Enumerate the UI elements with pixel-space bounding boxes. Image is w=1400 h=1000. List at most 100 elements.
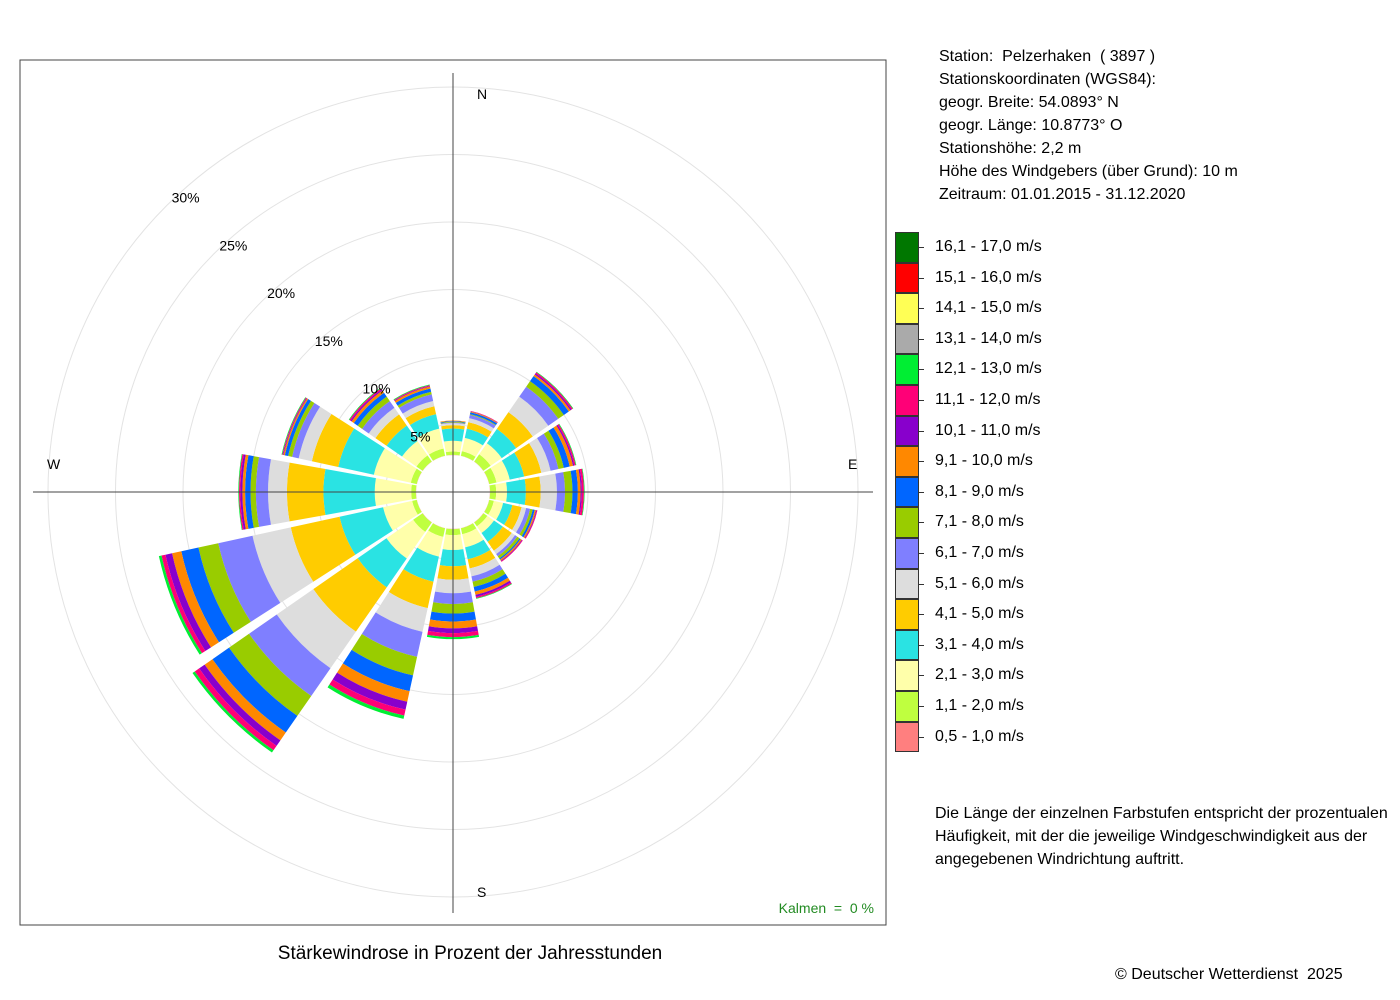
station-latitude: geogr. Breite: 54.0893° N <box>939 94 1119 111</box>
legend-swatch <box>895 568 919 600</box>
wedge-wsw-class-8 <box>198 543 251 633</box>
wedge-wnw-class-3 <box>373 448 417 483</box>
wedge-w-class-10 <box>242 454 249 530</box>
legend-label: 0,5 - 1,0 m/s <box>935 727 1024 745</box>
wedge-s-class-13 <box>426 634 480 640</box>
wedge-ne-class-10 <box>533 374 571 412</box>
wedge-ese-class-9 <box>521 509 535 538</box>
legend-swatch <box>895 476 919 508</box>
wedge-se-class-3 <box>476 515 495 534</box>
wedge-ne-class-2 <box>474 454 491 471</box>
station-info: Station: Pelzerhaken ( 3897 ) Stationsko… <box>939 45 1238 206</box>
wedge-n-class-8 <box>440 421 466 424</box>
wedge-ene-class-8 <box>543 430 564 469</box>
legend-label: 15,1 - 16,0 m/s <box>935 268 1042 286</box>
wedge-ene-class-2 <box>484 467 497 485</box>
compass-s-label: S <box>477 884 486 900</box>
wedge-ene-class-12 <box>557 424 576 466</box>
wind-rose-chart: 5% 10% 15% 20% 25% 30% N E S W Kalmen = 0 % <box>19 59 887 926</box>
wedge-wnw-class-8 <box>288 400 315 457</box>
wedge-wnw-class-2 <box>410 468 422 485</box>
wedge-nne-class-9 <box>469 412 498 425</box>
wedge-sse-class-11 <box>475 580 511 597</box>
legend-label: 13,1 - 14,0 m/s <box>935 329 1042 347</box>
legend-swatch <box>895 599 919 630</box>
wedge-ese-class-6 <box>512 506 527 533</box>
wedge-sw-class-2 <box>413 513 432 532</box>
legend-tick <box>919 675 924 677</box>
wedge-ssw-class-3 <box>417 530 444 557</box>
wedge-ssw-class-6 <box>375 591 428 632</box>
wedge-nnw-class-3 <box>417 428 444 455</box>
legend-tick <box>919 491 924 493</box>
wedge-ssw-class-10 <box>337 663 410 702</box>
wedge-nne-class-8 <box>469 414 497 426</box>
wedge-ne-class-3 <box>479 443 502 466</box>
wedge-ssw-class-4 <box>403 547 439 582</box>
legend-label: 9,1 - 10,0 m/s <box>935 452 1033 470</box>
station-elevation: Stationshöhe: 2,2 m <box>939 140 1082 157</box>
wedge-sw-class-3 <box>386 519 426 559</box>
wedge-ene-class-6 <box>529 438 551 473</box>
wedge-sse-class-4 <box>465 539 491 560</box>
wedge-ssw-class-2 <box>428 523 446 537</box>
legend-tick <box>919 430 924 432</box>
wedge-sw-class-10 <box>204 659 286 741</box>
wedge-sw-class-9 <box>212 647 298 733</box>
legend-label: 6,1 - 7,0 m/s <box>935 543 1024 561</box>
wedge-w-class-12 <box>239 454 244 530</box>
wedge-nw-class-6 <box>368 407 400 439</box>
compass-w-label: W <box>47 456 61 472</box>
wedge-sw-class-4 <box>357 538 407 588</box>
wedge-nw-class-5 <box>375 414 407 446</box>
wedge-se-class-6 <box>493 532 516 555</box>
copyright: © Deutscher Wetterdienst 2025 <box>1115 966 1343 983</box>
wedge-sse-class-5 <box>467 549 496 569</box>
legend-label: 7,1 - 8,0 m/s <box>935 513 1024 531</box>
wedge-ese-class-8 <box>519 508 533 537</box>
wedge-sw-class-8 <box>229 633 312 716</box>
legend-swatch <box>895 323 919 355</box>
legend-tick <box>919 552 924 554</box>
wedge-ese-class-3 <box>488 500 504 520</box>
legend-swatch <box>895 262 919 294</box>
wedge-sse-class-12 <box>475 582 512 599</box>
wedge-sse-class-6 <box>469 557 500 577</box>
explanation-note: Die Länge der einzelnen Farbstufen entsp… <box>935 805 1388 868</box>
wedge-sw-class-12 <box>194 668 277 751</box>
wedge-se-class-7 <box>496 535 518 557</box>
wedge-e-class-12 <box>579 468 584 516</box>
legend-swatch <box>895 354 919 385</box>
wedge-nw-class-8 <box>357 396 390 429</box>
wedge-nw-class-7 <box>362 401 395 434</box>
wedge-e-class-11 <box>578 469 582 515</box>
wedge-ne-class-6 <box>508 396 549 437</box>
wedge-n-class-7 <box>440 422 466 425</box>
wedge-wsw-class-12 <box>161 554 206 654</box>
legend-swatch <box>895 446 919 477</box>
wedge-sse-class-9 <box>473 573 509 592</box>
wedge-ssw-class-13 <box>327 684 405 719</box>
legend-label: 14,1 - 15,0 m/s <box>935 299 1042 317</box>
wedge-wnw-class-10 <box>283 398 309 456</box>
wedge-ene-class-7 <box>537 433 559 471</box>
wedge-nnw-class-5 <box>405 406 437 425</box>
wedge-ene-class-9 <box>548 427 570 468</box>
legend-swatch <box>895 293 919 324</box>
wedge-ssw-class-7 <box>361 612 423 657</box>
wedge-ese-class-5 <box>504 504 522 530</box>
legend-tick <box>919 522 924 524</box>
legend-tick <box>919 644 924 646</box>
wedge-nnw-class-6 <box>402 400 435 419</box>
plot-frame <box>19 59 887 926</box>
wedge-nne-class-2 <box>460 451 476 461</box>
wedge-w-class-13 <box>238 453 243 531</box>
wedge-nnw-class-9 <box>395 388 432 406</box>
wedge-wsw-class-4 <box>339 507 393 555</box>
wedge-nne-class-10 <box>470 411 498 424</box>
legend-tick <box>919 399 924 401</box>
compass-e-label: E <box>848 456 857 472</box>
wedge-wnw-class-4 <box>338 428 385 475</box>
wedge-nnw-class-10 <box>394 386 431 403</box>
wedge-ese-class-12 <box>525 510 538 539</box>
